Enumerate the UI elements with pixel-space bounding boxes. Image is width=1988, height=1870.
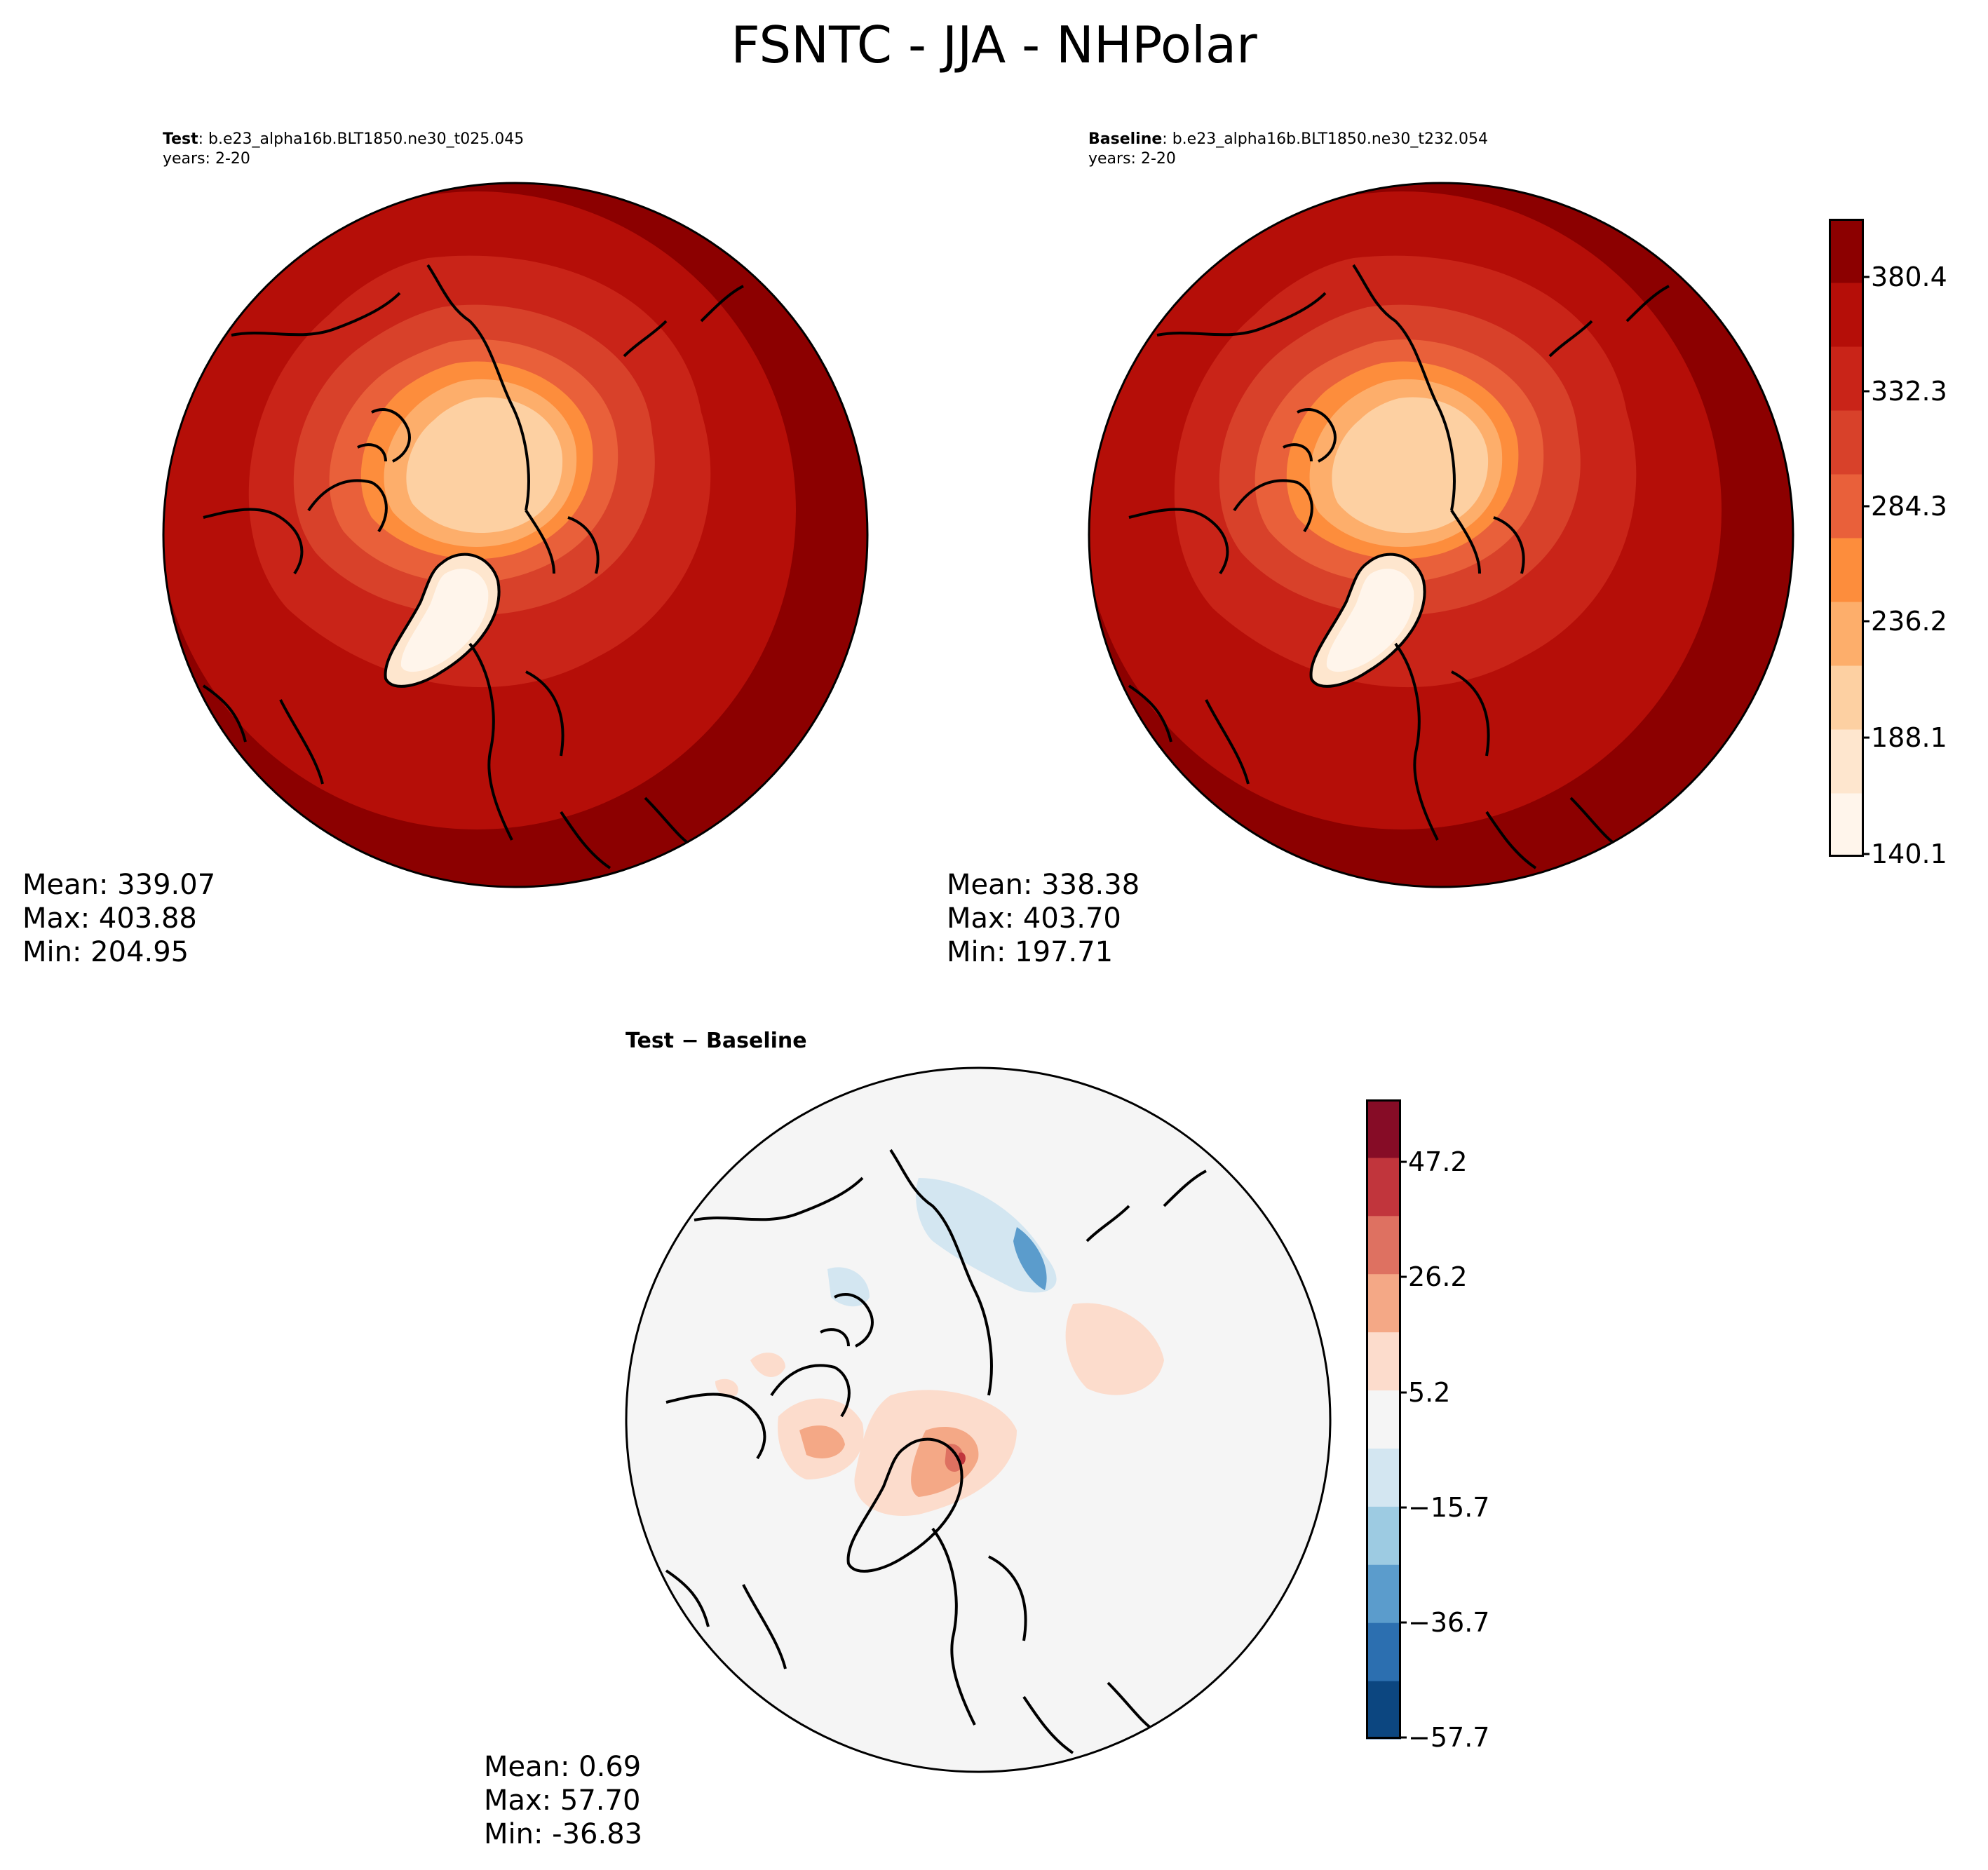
diff-colorbar-tick: −57.7 [1408,1722,1490,1753]
colorbar-segment [1829,283,1864,347]
baseline-years: years: 2-20 [1088,150,1176,168]
test-max: Max: 403.88 [22,902,197,935]
colorbar-segment [1829,219,1864,283]
test-case-name: : b.e23_alpha16b.BLT1850.ne30_t025.045 [198,130,525,148]
baseline-label: Baseline [1088,130,1163,148]
baseline-case-name: : b.e23_alpha16b.BLT1850.ne30_t232.054 [1162,130,1488,148]
diff-colorbar [1366,1099,1407,1740]
diff-min: Min: -36.83 [484,1818,643,1850]
colorbar-segment [1829,474,1864,538]
main-colorbar-tick: 188.1 [1871,722,1947,753]
diff-colorbar-tick: 47.2 [1408,1146,1468,1177]
test-years: years: 2-20 [163,150,250,168]
colorbar-segment [1366,1157,1401,1217]
baseline-max: Max: 403.70 [947,902,1121,935]
main-colorbar-tick: 380.4 [1871,262,1947,292]
colorbar-segment [1366,1448,1401,1507]
diff-colorbar-tick: −36.7 [1408,1607,1490,1638]
diff-max: Max: 57.70 [484,1784,641,1817]
colorbar-segment [1366,1273,1401,1333]
colorbar-segment [1366,1681,1401,1740]
baseline-header-line1: Baseline: b.e23_alpha16b.BLT1850.ne30_t2… [1088,130,1488,149]
main-colorbar-tick: 140.1 [1871,839,1947,869]
test-header-line1: Test: b.e23_alpha16b.BLT1850.ne30_t025.0… [163,130,524,149]
diff-map [625,1066,1332,1773]
colorbar-segment [1829,410,1864,475]
main-colorbar-tick: 236.2 [1871,606,1947,637]
diff-colorbar-tick: 5.2 [1408,1377,1451,1408]
colorbar-segment [1829,346,1864,411]
diff-title: Test − Baseline [626,1029,807,1053]
colorbar-segment [1829,602,1864,666]
diff-colorbar-tick: 26.2 [1408,1261,1468,1292]
colorbar-segment [1366,1622,1401,1681]
main-colorbar-tick: 332.3 [1871,376,1947,407]
diff-mean: Mean: 0.69 [484,1751,642,1783]
test-label: Test [163,130,198,148]
diff-colorbar-tick: −15.7 [1408,1492,1490,1523]
colorbar-segment [1366,1390,1401,1449]
colorbar-segment [1366,1506,1401,1565]
colorbar-segment [1829,729,1864,794]
colorbar-segment [1829,793,1864,858]
colorbar-segment [1829,538,1864,602]
colorbar-segment [1366,1564,1401,1623]
test-mean: Mean: 339.07 [22,869,216,901]
colorbar-segment [1366,1099,1401,1158]
test-min: Min: 204.95 [22,936,189,968]
baseline-map [1088,182,1794,888]
main-colorbar-tick: 284.3 [1871,491,1947,522]
figure-title: FSNTC - JJA - NHPolar [731,15,1257,74]
test-map [162,182,869,888]
colorbar-segment [1366,1332,1401,1391]
colorbar-segment [1829,665,1864,730]
baseline-min: Min: 197.71 [947,936,1114,968]
main-colorbar [1829,219,1869,858]
baseline-mean: Mean: 338.38 [947,869,1140,901]
colorbar-segment [1366,1215,1401,1275]
